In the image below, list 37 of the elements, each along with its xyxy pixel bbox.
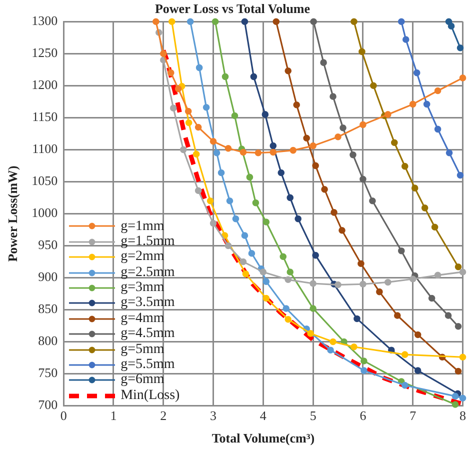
y-tick-label: 800 — [38, 333, 58, 348]
x-tick-label: 5 — [310, 408, 316, 424]
y-tick-label: 1050 — [32, 173, 58, 188]
y-tick-label: 1200 — [32, 77, 58, 92]
x-tick-label: 0 — [60, 408, 67, 424]
legend-label: g=2mm — [120, 249, 164, 266]
x-tick-label: 4 — [260, 408, 267, 424]
y-tick-label: 1000 — [32, 205, 58, 220]
y-tick-label: 1250 — [32, 45, 58, 60]
legend-label: Min(Loss) — [120, 388, 180, 404]
x-tick-label: 6 — [360, 408, 367, 424]
legend-label: g=5mm — [120, 342, 164, 358]
y-tick-label: 950 — [38, 237, 58, 252]
x-axis-title: Total Volume(cm³) — [212, 430, 315, 446]
y-tick-label: 900 — [38, 269, 58, 284]
y-tick-label: 1100 — [32, 141, 58, 156]
y-tick-label: 700 — [38, 397, 58, 412]
y-axis-title: Power Loss(mW) — [5, 166, 20, 262]
legend-label: g=2.5mm — [120, 264, 175, 281]
y-tick-label: 1300 — [32, 13, 58, 28]
y-tick-label: 850 — [38, 301, 58, 316]
x-tick-label: 2 — [160, 408, 167, 424]
y-tick-label: 750 — [38, 365, 58, 380]
legend-label: g=5.5mm — [120, 357, 175, 374]
legend-label: g=1.5mm — [120, 234, 175, 250]
x-tick-label: 8 — [460, 408, 466, 424]
x-tick-label: 3 — [210, 408, 217, 424]
legend-label: g=6mm — [120, 372, 164, 388]
legend-label: g=3mm — [120, 280, 164, 296]
legend-label: g=4.5mm — [120, 326, 175, 342]
legend-label: g=4mm — [120, 310, 164, 327]
legend-label: g=3.5mm — [120, 295, 175, 312]
y-tick-label: 1150 — [32, 109, 58, 124]
x-tick-label: 1 — [110, 408, 117, 424]
chart-title: Power Loss vs Total Volume — [154, 1, 310, 16]
x-tick-label: 7 — [410, 408, 417, 424]
legend-label: g=1mm — [120, 218, 164, 234]
